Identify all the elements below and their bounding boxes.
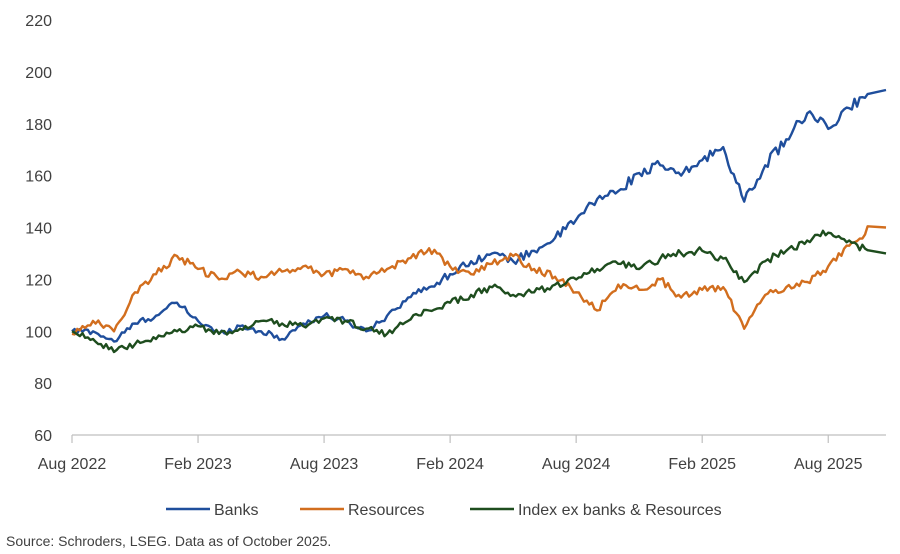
legend-label-resources: Resources	[348, 502, 424, 519]
series-line-index-ex-banks-resources	[71, 229, 887, 354]
y-tick-label: 60	[34, 428, 52, 445]
x-axis-ticks	[71, 435, 829, 443]
y-tick-label: 100	[25, 324, 52, 341]
y-axis-tick-labels: 60 80 100 120 140 160 180 200 220	[25, 13, 52, 445]
x-tick-label: Aug 2024	[542, 456, 611, 473]
x-tick-label: Feb 2025	[668, 456, 736, 473]
x-tick-label: Aug 2025	[794, 456, 863, 473]
y-tick-label: 140	[25, 221, 52, 238]
y-tick-label: 160	[25, 169, 52, 186]
x-axis-tick-labels: Aug 2022 Feb 2023 Aug 2023 Feb 2024 Aug 2024…	[38, 456, 863, 473]
y-tick-label: 180	[25, 117, 52, 134]
x-tick-label: Aug 2022	[38, 456, 107, 473]
y-tick-label: 120	[25, 272, 52, 289]
source-note: Source: Schroders, LSEG. Data as of Octo…	[6, 533, 332, 549]
y-tick-label: 220	[25, 13, 52, 30]
y-tick-label: 80	[34, 376, 52, 393]
series-line-resources	[71, 225, 887, 336]
series-lines	[71, 88, 887, 354]
x-tick-label: Aug 2023	[290, 456, 359, 473]
x-tick-label: Feb 2024	[416, 456, 484, 473]
x-tick-label: Feb 2023	[164, 456, 232, 473]
legend-label-banks: Banks	[214, 502, 258, 519]
legend: Banks Resources Index ex banks & Resources	[166, 502, 722, 519]
legend-label-index-ex-banks-resources: Index ex banks & Resources	[518, 502, 722, 519]
y-tick-label: 200	[25, 65, 52, 82]
series-line-banks	[71, 88, 887, 343]
